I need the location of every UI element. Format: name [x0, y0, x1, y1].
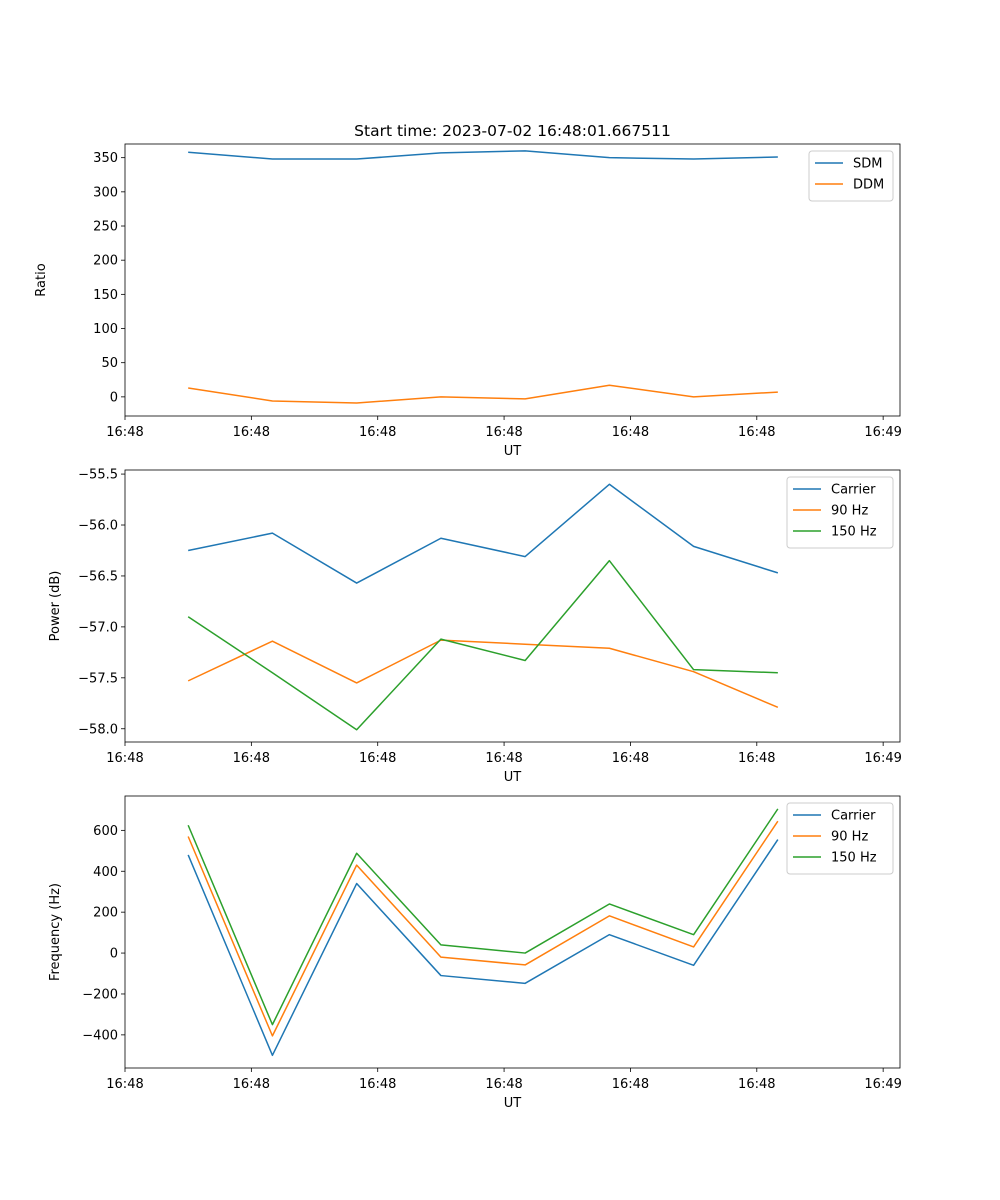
- x-tick-label: 16:48: [106, 425, 143, 440]
- subplot-1: 16:48 16:48 16:48 16:48 16:48 16:48 16:49 0 50 10…: [34, 122, 902, 459]
- axes-frame: [124, 795, 901, 1069]
- x-axis-label: UT: [504, 770, 522, 785]
- y-tick-label: 200: [93, 906, 118, 921]
- series-line-90-hz: [187, 820, 779, 1037]
- y-tick-label: 50: [101, 356, 118, 371]
- x-tick-label: 16:49: [864, 751, 901, 766]
- x-tick-label: 16:48: [106, 1077, 143, 1092]
- y-axis-label: Ratio: [34, 263, 49, 296]
- axes-frame: [124, 469, 901, 743]
- y-tick-label: −58.0: [78, 722, 118, 737]
- x-tick-label: 16:48: [359, 751, 396, 766]
- subplot-3: 16:48 16:48 16:48 16:48 16:48 16:48 16:49 −400 −…: [48, 795, 902, 1111]
- y-tick-label: −57.0: [78, 620, 118, 635]
- y-tick-label: 350: [93, 151, 118, 166]
- x-tick-label: 16:48: [233, 1077, 270, 1092]
- x-tick-label: 16:48: [359, 425, 396, 440]
- x-tick-label: 16:48: [485, 1077, 522, 1092]
- y-tick-label: −57.5: [78, 671, 118, 686]
- y-tick-label: 200: [93, 254, 118, 269]
- x-tick-label: 16:48: [738, 751, 775, 766]
- legend: Carrier 90 Hz 150 Hz: [786, 802, 894, 875]
- legend-label: DDM: [853, 178, 884, 193]
- x-axis-label: UT: [504, 444, 522, 459]
- y-tick-label: 400: [93, 865, 118, 880]
- axes-frame: [124, 143, 901, 417]
- legend-label: SDM: [853, 157, 882, 172]
- legend-label: 90 Hz: [831, 830, 868, 845]
- x-tick-label: 16:48: [485, 425, 522, 440]
- legend-label: 150 Hz: [831, 525, 877, 540]
- x-tick-label: 16:49: [864, 1077, 901, 1092]
- legend: Carrier 90 Hz 150 Hz: [786, 476, 894, 549]
- series-line-carrier: [188, 483, 779, 584]
- chart-title: Start time: 2023-07-02 16:48:01.667511: [354, 122, 671, 140]
- x-tick-label: 16:48: [738, 1077, 775, 1092]
- x-axis-label: UT: [504, 1096, 522, 1111]
- y-tick-label: −200: [82, 987, 118, 1002]
- y-tick-label: 150: [93, 288, 118, 303]
- x-tick-label: 16:48: [612, 425, 649, 440]
- x-tick-label: 16:48: [233, 425, 270, 440]
- series-line-90-hz: [187, 639, 779, 709]
- subplot-2: 16:48 16:48 16:48 16:48 16:48 16:48 16:49 −58.0…: [48, 468, 902, 785]
- y-tick-label: 0: [110, 390, 118, 405]
- y-tick-label: −56.0: [78, 519, 118, 534]
- x-tick-label: 16:48: [612, 1077, 649, 1092]
- y-tick-label: 600: [93, 824, 118, 839]
- legend: SDM DDM: [808, 150, 894, 202]
- legend-label: Carrier: [831, 483, 876, 498]
- x-tick-label: 16:49: [864, 425, 901, 440]
- y-tick-label: −400: [82, 1028, 118, 1043]
- x-tick-label: 16:48: [233, 751, 270, 766]
- y-tick-label: 0: [110, 947, 118, 962]
- legend-label: 90 Hz: [831, 504, 868, 519]
- x-tick-label: 16:48: [612, 751, 649, 766]
- y-tick-label: −55.5: [78, 468, 118, 483]
- x-tick-label: 16:48: [106, 751, 143, 766]
- x-tick-label: 16:48: [485, 751, 522, 766]
- legend-label: Carrier: [831, 809, 876, 824]
- y-axis-label: Power (dB): [48, 571, 63, 642]
- y-tick-label: −56.5: [78, 569, 118, 584]
- x-tick-label: 16:48: [359, 1077, 396, 1092]
- series-line-150-hz: [187, 808, 779, 1026]
- series-line-carrier: [187, 839, 779, 1057]
- y-axis-label: Frequency (Hz): [48, 883, 63, 981]
- x-tick-label: 16:48: [738, 425, 775, 440]
- series-line-ddm: [188, 384, 778, 404]
- series-line-sdm: [188, 150, 778, 160]
- y-tick-label: 100: [93, 322, 118, 337]
- series-line-150-hz: [187, 559, 778, 731]
- y-tick-label: 250: [93, 220, 118, 235]
- legend-label: 150 Hz: [831, 851, 877, 866]
- y-tick-label: 300: [93, 185, 118, 200]
